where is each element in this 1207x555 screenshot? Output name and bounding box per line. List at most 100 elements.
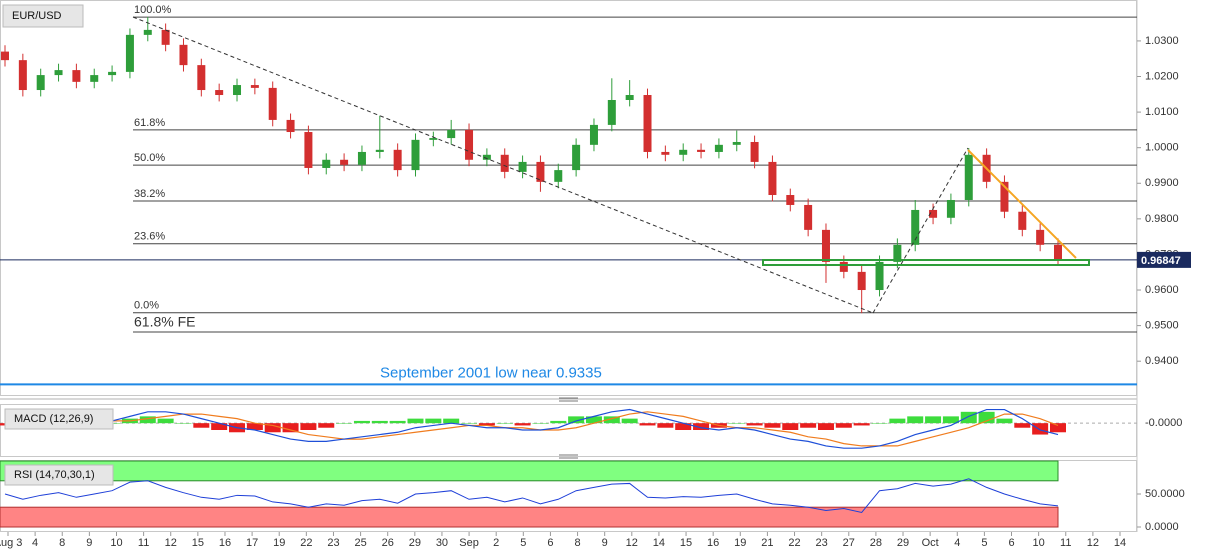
- symbol: EUR/USD: [12, 10, 62, 22]
- x-tick-label: 19: [734, 537, 746, 549]
- y-tick-label: 1.0300: [1145, 35, 1179, 47]
- candle-body: [357, 151, 366, 165]
- x-tick-label: 29: [897, 537, 909, 549]
- fib-label: 23.6%: [134, 231, 165, 243]
- macd-histogram-bar: [1014, 423, 1031, 428]
- candle-body: [1054, 244, 1062, 260]
- candle-body: [108, 71, 117, 76]
- macd-histogram-bar: [461, 423, 478, 424]
- macd-histogram-bar: [246, 423, 263, 430]
- candle-body: [875, 261, 884, 291]
- x-tick-label: Sep: [459, 537, 479, 549]
- fib-label: 61.8% FE: [134, 314, 195, 330]
- trend-line: [872, 147, 969, 314]
- macd-histogram-bar: [871, 423, 888, 424]
- macd-histogram-bar: [746, 423, 763, 426]
- indicator-box[interactable]: [4, 464, 114, 486]
- x-tick-label: 15: [680, 537, 692, 549]
- candle-body: [893, 244, 902, 262]
- y-tick-label: 0.9400: [1145, 355, 1179, 367]
- macd-histogram-bar: [532, 423, 549, 424]
- macd-histogram-bar: [657, 423, 674, 428]
- candle-body: [768, 161, 777, 196]
- x-tick-label: 16: [219, 537, 231, 549]
- x-tick-label: 12: [165, 537, 177, 549]
- x-tick-label: 6: [1008, 537, 1014, 549]
- x-tick-label: 15: [192, 537, 204, 549]
- fib-label: 0.0%: [134, 300, 159, 312]
- last-price-tag: [1137, 251, 1191, 268]
- candle-body: [143, 29, 152, 35]
- fib-label: 50.0%: [134, 152, 165, 164]
- y-tick-label: 0.9900: [1145, 177, 1179, 189]
- candle-body: [233, 85, 242, 96]
- candle-body: [429, 138, 438, 140]
- candle-body: [36, 75, 45, 91]
- y-tick-label: 0.9600: [1145, 284, 1179, 296]
- macd-histogram-bar: [782, 423, 799, 430]
- macd-line: [5, 408, 1059, 449]
- fib-label: 61.8%: [134, 117, 165, 129]
- macd-histogram-bar: [157, 418, 174, 424]
- macd-histogram-bar: [478, 423, 495, 426]
- candle-body: [1036, 229, 1045, 245]
- x-tick-label: Aug 3: [0, 537, 22, 549]
- x-tick-label: 29: [409, 537, 421, 549]
- macd-histogram-bar: [514, 423, 531, 426]
- indicator-box[interactable]: [4, 408, 114, 430]
- candle-body: [607, 99, 616, 125]
- macd-title: MACD (12,26,9): [14, 413, 93, 425]
- macd-histogram-bar: [978, 411, 995, 424]
- macd-histogram-bar: [925, 416, 942, 424]
- candle-body: [946, 199, 955, 218]
- candle-body: [929, 209, 938, 218]
- fib-label: 38.2%: [134, 188, 165, 200]
- oversold-band: [0, 506, 1059, 528]
- support-zone: [762, 259, 1090, 266]
- fib-label: 100.0%: [134, 4, 172, 16]
- x-tick-label: 11: [1060, 537, 1071, 549]
- macd-histogram-bar: [817, 423, 834, 430]
- candle-body: [786, 195, 795, 205]
- candle-body: [536, 161, 545, 182]
- x-tick-label: 19: [273, 537, 285, 549]
- x-tick-label: 25: [354, 537, 366, 549]
- candle-body: [1018, 211, 1027, 230]
- x-tick-label: 14: [653, 537, 665, 549]
- separator-grip: [559, 397, 578, 402]
- candle-body: [732, 141, 741, 145]
- candle-body: [857, 271, 866, 291]
- macd-histogram-bar: [443, 418, 460, 424]
- x-tick-label: 27: [843, 537, 855, 549]
- x-tick-label: 2: [493, 537, 499, 549]
- macd-histogram-bar: [621, 418, 638, 424]
- macd-histogram-bar: [407, 418, 424, 424]
- macd-histogram-bar: [693, 423, 710, 430]
- y-tick-label: 1.0200: [1145, 70, 1179, 82]
- rsi-title: RSI (14,70,30,1): [14, 469, 95, 481]
- macd-histogram-bar: [371, 420, 388, 424]
- x-tick-label: 23: [816, 537, 828, 549]
- macd-histogram-bar: [585, 416, 602, 424]
- x-tick-label: 23: [327, 537, 339, 549]
- candle-body: [179, 44, 188, 66]
- last-price-label: 0.96847: [1141, 255, 1181, 267]
- symbol-box[interactable]: [2, 4, 84, 28]
- candle-body: [447, 129, 456, 139]
- candle-body: [72, 70, 81, 82]
- y-tick-label: 0.9800: [1145, 213, 1179, 225]
- x-tick-label: 9: [86, 537, 92, 549]
- candle-body: [482, 154, 491, 160]
- candle-body: [500, 154, 509, 172]
- x-tick-label: 5: [981, 537, 987, 549]
- macd-histogram-bar: [264, 423, 281, 433]
- macd-histogram-bar: [1050, 423, 1066, 433]
- candle-body: [375, 149, 384, 152]
- x-tick-label: 12: [626, 537, 638, 549]
- macd-histogram-bar: [907, 416, 924, 424]
- candle-body: [340, 159, 349, 165]
- x-tick-label: 9: [602, 537, 608, 549]
- candle-body: [54, 70, 63, 76]
- plot-layer: 1.03001.02001.01001.00000.99000.98000.97…: [0, 4, 1191, 549]
